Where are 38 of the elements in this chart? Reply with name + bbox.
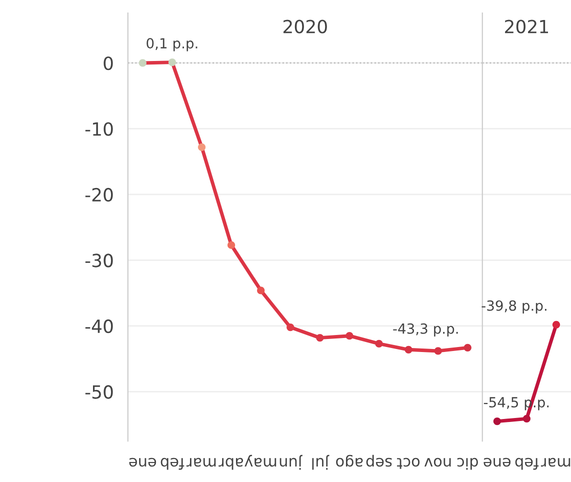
point (286, 323, 294, 332)
x-tick-label: ago (336, 454, 363, 467)
y-tick-label: -20 (85, 188, 113, 202)
x-tick-label: abr (218, 458, 244, 470)
point (346, 332, 354, 340)
point (434, 347, 442, 355)
point (375, 340, 383, 348)
data-label: 0,1 p.p. (146, 38, 198, 52)
point (227, 241, 236, 249)
point (257, 286, 265, 294)
point (198, 143, 206, 151)
point (138, 59, 146, 67)
x-tick-label: ene (129, 458, 156, 467)
chart-title: 2021 (505, 20, 548, 34)
x-tick-label: feb (515, 458, 539, 470)
x-tick-label: may (244, 454, 276, 467)
point (464, 344, 472, 352)
point (168, 58, 176, 66)
x-tick-label: oct (397, 458, 420, 469)
x-tick-label: mar (186, 458, 216, 467)
x-tick-label: feb (160, 458, 184, 470)
x-tick-label: ene (484, 458, 511, 467)
x-tick-label: jun (280, 454, 302, 470)
y-tick-label: -10 (85, 122, 113, 136)
point (316, 334, 324, 342)
y-tick-label: 0 (104, 56, 113, 70)
point (404, 346, 412, 354)
data-label: -43,3 p.p. (393, 323, 458, 337)
y-tick-label: -30 (85, 254, 113, 268)
x-tick-label: jul (312, 454, 330, 470)
y-tick-label: -40 (85, 319, 113, 334)
x-tick-label: dic (457, 458, 478, 470)
x-tick-label: sep (366, 454, 392, 467)
chart-title: 2020 (283, 20, 327, 34)
x-tick-label: nov (424, 458, 451, 467)
x-tick-label: mar (540, 458, 570, 467)
y-tick-label: -50 (85, 385, 113, 399)
data-label: -39,8 p.p. (482, 300, 546, 314)
